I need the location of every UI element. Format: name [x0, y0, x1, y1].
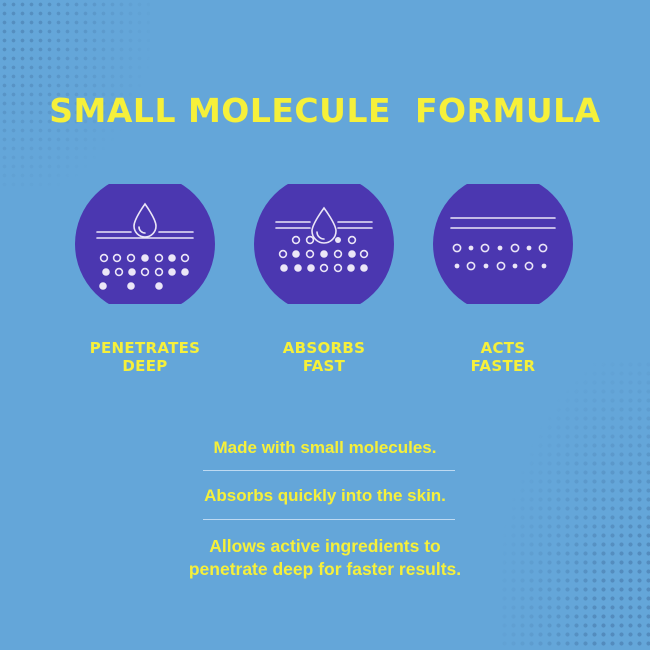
skin-layer-molecules-icon: [433, 184, 573, 304]
feature-label: ACTS FASTER: [470, 339, 536, 375]
description-small-molecules: Made with small molecules.: [213, 438, 437, 457]
divider: [203, 519, 455, 520]
feature-label: PENETRATES DEEP: [89, 339, 201, 375]
description-active-ingredients: Allows active ingredients to penetrate d…: [188, 536, 462, 579]
divider: [203, 470, 455, 471]
feature-acts-faster: ACTS FASTER: [433, 184, 573, 375]
feature-absorbs-fast: ABSORBS FAST: [254, 184, 394, 375]
page-title: SMALL MOLECULE FORMULA: [49, 91, 601, 130]
feature-penetrates-deep: PENETRATES DEEP: [75, 184, 215, 375]
description-absorbs-quickly: Absorbs quickly into the skin.: [204, 486, 446, 505]
droplet-penetrating-skin-icon: [75, 184, 215, 304]
feature-label: ABSORBS FAST: [282, 339, 366, 375]
droplet-absorbing-molecules-icon: [254, 184, 394, 304]
